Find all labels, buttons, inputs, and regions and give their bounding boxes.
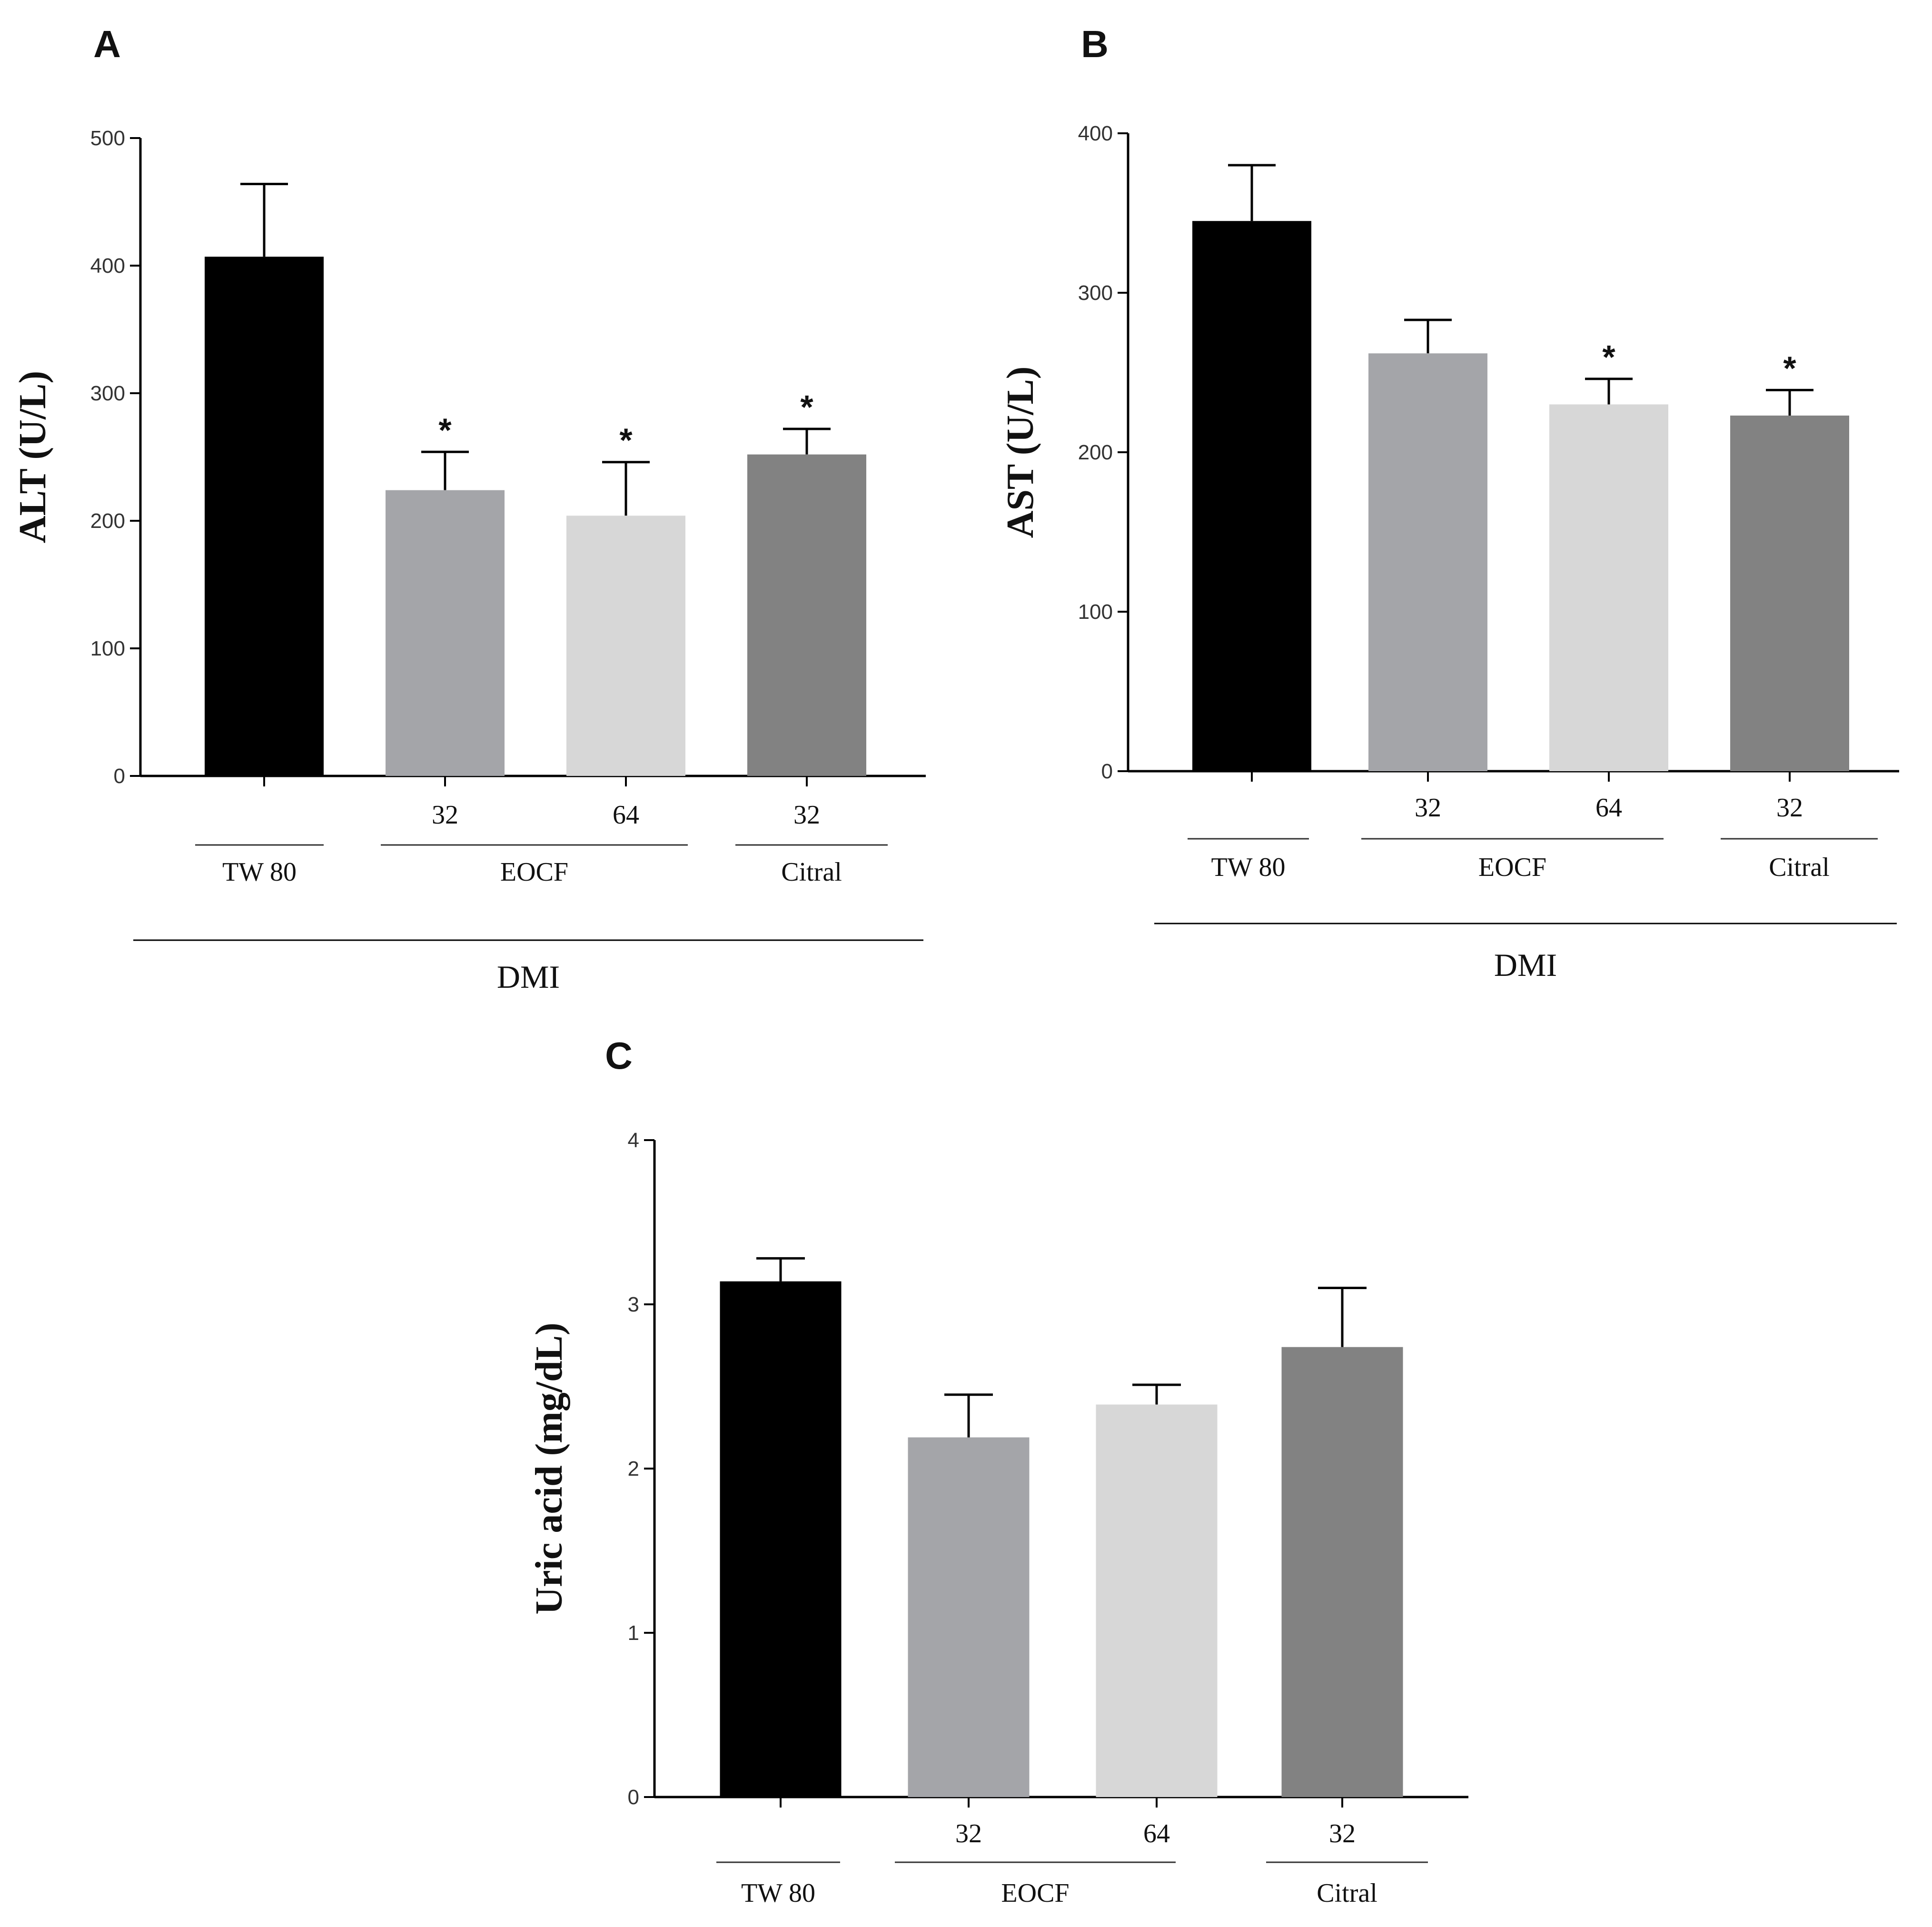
y-tick-label: 200 — [90, 509, 125, 533]
significance-marker: * — [1783, 349, 1796, 387]
supergroup-label: DMI — [497, 959, 560, 995]
y-axis-label: Uric acid (mg/dL) — [528, 1322, 570, 1614]
chart-panel-c: C Uric acid (mg/dL) 0 1 2 3 4 32 64 32 TW 80 EOCF Ci… — [528, 1034, 1468, 1908]
group-label: EOCF — [500, 857, 568, 887]
bar — [386, 490, 505, 776]
y-tick-label: 4 — [628, 1129, 639, 1152]
group-label: Citral — [1769, 853, 1830, 882]
group-label: EOCF — [1001, 1878, 1069, 1908]
chart-panel-b: B AST (U/L) 0 100 200 300 400 32 64 * 32 * TW 80 EOCF… — [1000, 23, 1899, 983]
y-axis-label: AST (U/L) — [1000, 367, 1041, 538]
bar — [566, 516, 685, 776]
bar — [1368, 353, 1487, 771]
y-tick-label: 100 — [1078, 600, 1113, 624]
bar — [205, 257, 324, 776]
group-label: TW 80 — [741, 1878, 815, 1908]
y-tick-label: 100 — [90, 637, 125, 660]
x-category-label: 32 — [955, 1819, 982, 1848]
x-category-label: 64 — [1595, 793, 1622, 823]
bar — [720, 1281, 842, 1797]
group-label: Citral — [781, 857, 842, 887]
significance-marker: * — [1602, 338, 1615, 376]
bar — [1730, 415, 1849, 771]
y-axis-label: ALT (U/L) — [12, 371, 54, 543]
bar — [1192, 221, 1311, 771]
panel-label: C — [605, 1034, 633, 1077]
x-category-label: 32 — [432, 800, 458, 830]
x-category-label: 32 — [1329, 1819, 1356, 1848]
bar — [747, 454, 866, 776]
significance-marker: * — [619, 422, 633, 459]
y-tick-label: 500 — [90, 127, 125, 150]
panel-label: A — [93, 23, 121, 65]
x-category-label: 64 — [613, 800, 639, 830]
group-label: Citral — [1317, 1878, 1377, 1908]
y-tick-label: 300 — [90, 382, 125, 405]
y-tick-label: 3 — [628, 1293, 639, 1316]
group-label: TW 80 — [222, 857, 297, 887]
y-tick-label: 300 — [1078, 281, 1113, 305]
y-tick-label: 0 — [628, 1786, 639, 1809]
y-tick-label: 0 — [1101, 760, 1113, 783]
y-tick-label: 1 — [628, 1621, 639, 1645]
bar — [908, 1437, 1030, 1797]
bar — [1549, 404, 1668, 771]
group-label: EOCF — [1478, 853, 1546, 882]
x-category-label: 32 — [1415, 793, 1441, 823]
significance-marker: * — [800, 388, 813, 426]
bar — [1096, 1404, 1218, 1797]
y-tick-label: 200 — [1078, 441, 1113, 464]
y-tick-label: 400 — [90, 254, 125, 278]
y-tick-label: 2 — [628, 1457, 639, 1480]
x-category-label: 32 — [1776, 793, 1803, 823]
significance-marker: * — [438, 411, 452, 448]
x-category-label: 64 — [1143, 1819, 1170, 1848]
bar — [1281, 1347, 1403, 1797]
y-tick-label: 400 — [1078, 122, 1113, 145]
supergroup-label: DMI — [1494, 947, 1557, 983]
panel-label: B — [1081, 23, 1109, 65]
x-category-label: 32 — [793, 800, 820, 830]
group-label: TW 80 — [1211, 853, 1285, 882]
y-tick-label: 0 — [114, 765, 125, 788]
chart-panel-a: A ALT (U/L) 0 100 200 300 400 500 32 * 64 * 32 * TW 80… — [12, 23, 926, 995]
